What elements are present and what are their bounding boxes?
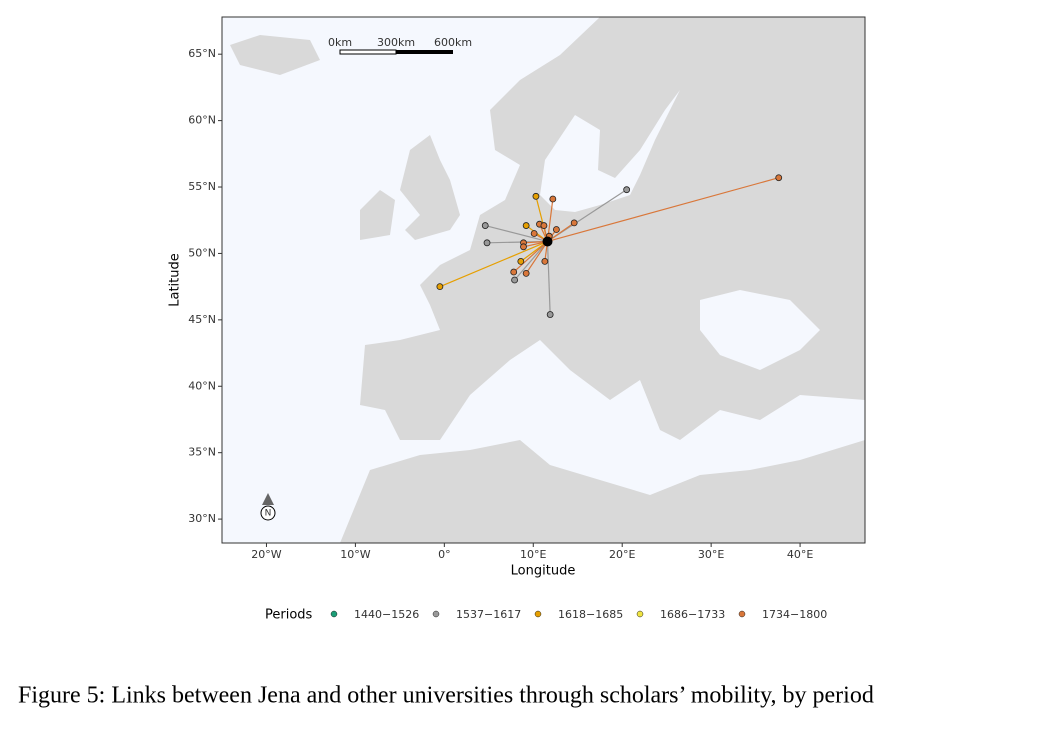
- y-axis-label: Latitude: [168, 253, 183, 307]
- university-point: [530, 230, 538, 237]
- x-tick-label: 20°E: [609, 548, 635, 561]
- university-point: [436, 283, 444, 291]
- university-point: [623, 186, 631, 194]
- link: [547, 222, 575, 242]
- university-point: [483, 239, 491, 247]
- university-point: [540, 222, 548, 229]
- university-point: [541, 258, 549, 265]
- scale-segment: [339, 49, 397, 55]
- university-point: [546, 311, 554, 318]
- link: [546, 241, 551, 315]
- north-label: N: [265, 509, 272, 519]
- x-tick-label: 20°W: [251, 548, 281, 561]
- legend-label: 1618−1685: [558, 608, 623, 621]
- plot-border: [221, 16, 866, 544]
- legend-label: 1686−1733: [660, 608, 725, 621]
- university-point: [511, 276, 518, 284]
- legend-label: 1537−1617: [456, 608, 521, 621]
- y-tick-label: 65°N: [188, 47, 216, 60]
- link: [439, 240, 548, 288]
- link: [514, 241, 548, 281]
- legend-swatch: [738, 610, 746, 618]
- hub-point: [542, 236, 553, 247]
- x-tick-label: 0°: [438, 548, 451, 561]
- university-point: [510, 268, 518, 276]
- x-tick-label: 10°W: [340, 548, 370, 561]
- scale-bar: 0km 300km 600km: [328, 36, 472, 55]
- university-point: [520, 243, 527, 251]
- university-point: [532, 192, 540, 200]
- legend-label: 1734−1800: [762, 608, 827, 621]
- link: [547, 177, 779, 243]
- y-tick-label: 45°N: [188, 313, 216, 326]
- link: [525, 241, 549, 274]
- link: [513, 241, 548, 273]
- legend-swatch: [636, 610, 644, 618]
- y-tick-label: 30°N: [188, 512, 216, 525]
- x-tick-label: 30°E: [698, 548, 724, 561]
- y-tick-label: 60°N: [188, 114, 216, 127]
- university-point: [552, 226, 560, 233]
- scale-label: 0km: [328, 36, 352, 49]
- x-axis-label: Longitude: [511, 564, 576, 579]
- university-point: [522, 269, 530, 277]
- university-point: [522, 222, 530, 229]
- legend-label: 1440−1526: [354, 608, 419, 621]
- caption: Figure 5: Links between Jena and other u…: [18, 683, 874, 709]
- university-point: [549, 195, 557, 203]
- north-circle: [260, 505, 276, 521]
- north-arrow: N: [260, 493, 276, 521]
- x-tick-label: 40°E: [787, 548, 813, 561]
- university-point: [775, 174, 783, 182]
- scale-label: 600km: [434, 36, 472, 49]
- y-tick-label: 40°N: [188, 379, 216, 392]
- scale-label: 300km: [377, 36, 415, 49]
- legend-swatch: [330, 610, 338, 618]
- link: [485, 224, 548, 243]
- legend-swatch: [534, 610, 542, 618]
- x-tick-label: 10°E: [520, 548, 546, 561]
- y-tick-label: 50°N: [188, 246, 216, 259]
- legend-swatch: [432, 610, 440, 618]
- north-arrow-head: [262, 493, 274, 505]
- university-point: [570, 219, 578, 227]
- scale-segment: [396, 50, 453, 54]
- y-tick-label: 55°N: [188, 180, 216, 193]
- inland-sea: [540, 90, 820, 370]
- legend-title: Periods: [265, 608, 313, 623]
- y-tick-label: 35°N: [188, 446, 216, 459]
- university-point: [517, 258, 525, 265]
- university-point: [481, 222, 489, 229]
